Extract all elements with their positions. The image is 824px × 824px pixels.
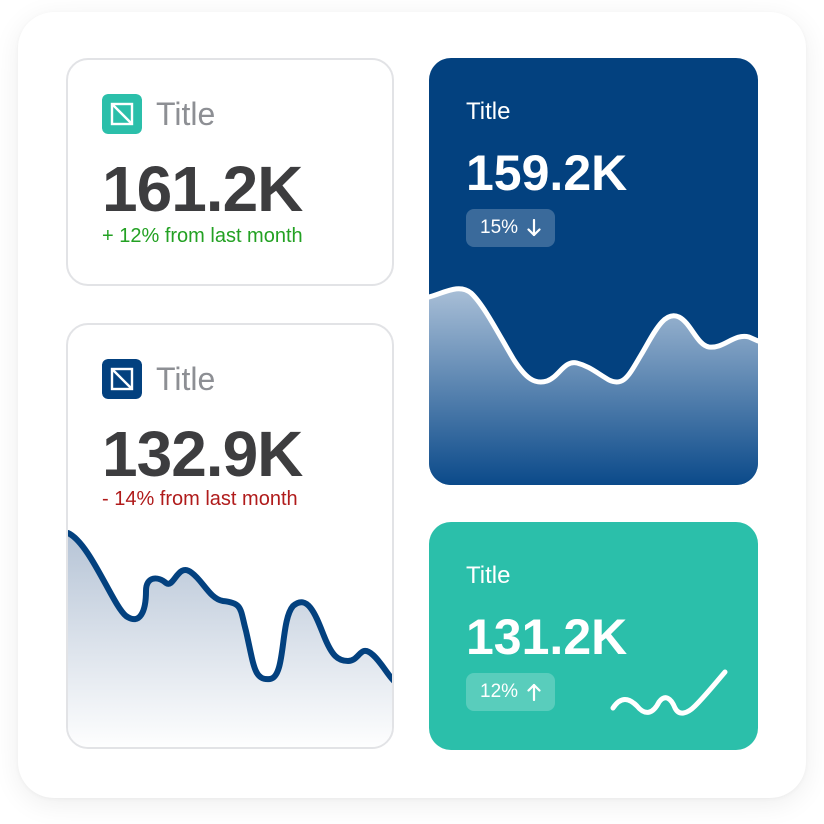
card-title: Title (156, 95, 216, 132)
trend-line (429, 286, 758, 385)
trend-line (68, 530, 392, 684)
card-value: 161.2K (102, 153, 303, 225)
card-value: 131.2K (466, 609, 628, 665)
stat-card[interactable]: Title 132.9K - 14% from last month (66, 323, 394, 749)
stat-card[interactable]: Title 131.2K 12% (429, 522, 758, 750)
card-change: - 14% from last month (102, 488, 298, 510)
card-title: Title (156, 360, 216, 397)
trend-area (429, 288, 758, 485)
change-badge: 15% (466, 209, 556, 247)
square-logo-icon (102, 359, 142, 399)
card-title: Title (466, 562, 511, 589)
trend-area (68, 533, 392, 747)
card-value: 159.2K (466, 145, 628, 201)
trend-area-chart (429, 286, 758, 485)
badge-percent: 12% (480, 681, 519, 702)
badge-percent: 15% (480, 217, 519, 238)
trend-line-chart (68, 530, 392, 747)
card-value: 132.9K (102, 418, 303, 490)
change-badge: 12% (466, 673, 556, 711)
card-header: Title (102, 94, 215, 134)
card-title: Title (466, 98, 511, 125)
card-change: + 12% from last month (102, 225, 303, 247)
square-logo-icon (102, 94, 142, 134)
sparkline-icon (610, 669, 728, 716)
arrow-up-icon (527, 683, 541, 701)
arrow-down-icon (527, 219, 541, 237)
stat-card[interactable]: Title 159.2K 15% (429, 58, 758, 485)
stat-card[interactable]: Title 161.2K + 12% from last month (66, 58, 394, 286)
card-header: Title (102, 359, 215, 399)
